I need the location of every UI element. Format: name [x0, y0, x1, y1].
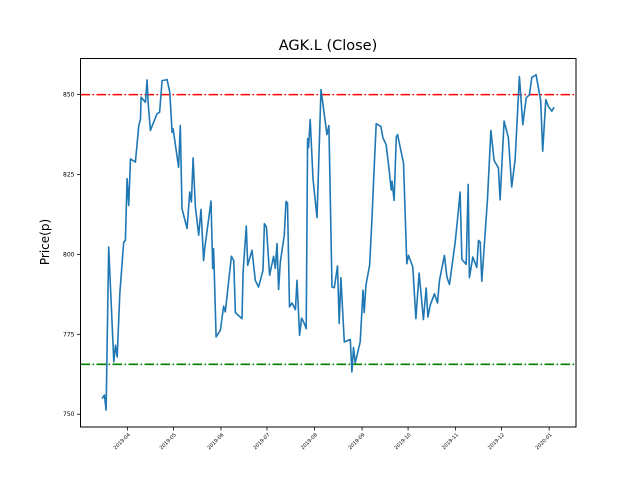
series-layer	[101, 74, 555, 411]
y-tick-label: 775	[63, 331, 75, 338]
y-tick-label: 800	[63, 251, 75, 258]
axes-frame	[80, 58, 577, 428]
y-tick-label: 850	[63, 92, 75, 99]
chart-title: AGK.L (Close)	[279, 38, 378, 54]
threshold-lines	[80, 93, 576, 366]
y-axis-label: Price(p)	[38, 219, 52, 265]
y-axis-ticks: 750 775 800 825 850	[63, 92, 81, 418]
series-line-close	[101, 74, 555, 411]
y-tick-label: 825	[63, 172, 75, 179]
y-tick-label: 750	[63, 411, 75, 418]
